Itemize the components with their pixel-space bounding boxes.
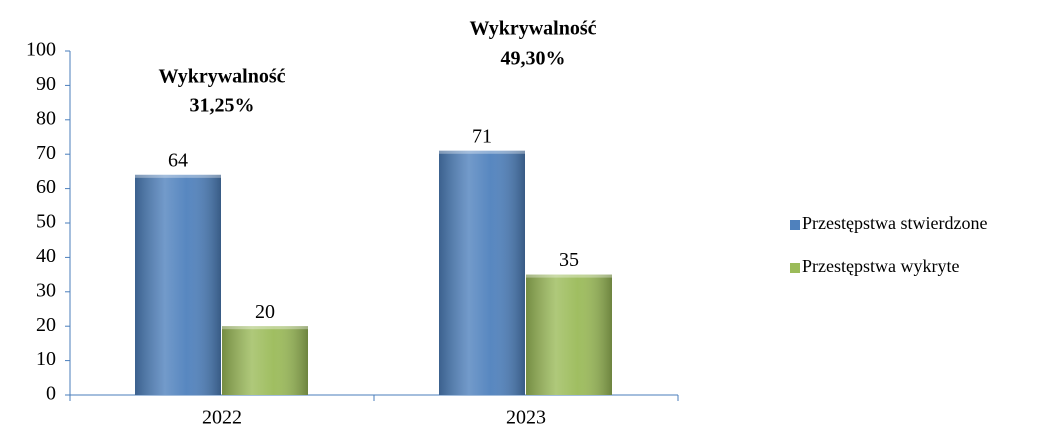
bar-top bbox=[222, 326, 308, 330]
bar bbox=[135, 174, 221, 395]
y-tick-label: 50 bbox=[36, 211, 56, 233]
legend-label: Przestępstwa stwierdzone bbox=[802, 213, 987, 233]
annotation: 31,25% bbox=[190, 95, 255, 117]
x-tick-label: 2023 bbox=[506, 407, 546, 429]
y-tick-label: 70 bbox=[36, 142, 56, 164]
bar bbox=[439, 150, 525, 395]
bar-top bbox=[135, 174, 221, 178]
y-tick-label: 10 bbox=[36, 348, 56, 370]
y-tick-label: 20 bbox=[36, 314, 56, 336]
x-tick-label: 2022 bbox=[202, 407, 242, 429]
bar bbox=[526, 274, 612, 395]
data-label: 71 bbox=[472, 125, 492, 147]
y-tick-label: 40 bbox=[36, 245, 56, 267]
legend-swatch bbox=[790, 263, 800, 273]
y-tick-label: 90 bbox=[36, 73, 56, 95]
data-label: 64 bbox=[168, 149, 188, 171]
y-tick-label: 30 bbox=[36, 279, 56, 301]
bar-top bbox=[526, 274, 612, 278]
legend-swatch bbox=[790, 220, 800, 230]
annotation: Wykrywalność bbox=[469, 18, 596, 40]
data-label: 35 bbox=[559, 249, 579, 271]
annotation: 49,30% bbox=[501, 48, 566, 70]
bar-top bbox=[439, 150, 525, 154]
y-tick-label: 100 bbox=[26, 39, 56, 61]
y-tick-label: 0 bbox=[46, 383, 56, 405]
data-label: 20 bbox=[255, 301, 275, 323]
y-tick-label: 60 bbox=[36, 176, 56, 198]
y-tick-label: 80 bbox=[36, 107, 56, 129]
annotation: Wykrywalność bbox=[158, 66, 285, 88]
legend-label: Przestępstwa wykryte bbox=[802, 256, 959, 276]
bar bbox=[222, 326, 308, 395]
